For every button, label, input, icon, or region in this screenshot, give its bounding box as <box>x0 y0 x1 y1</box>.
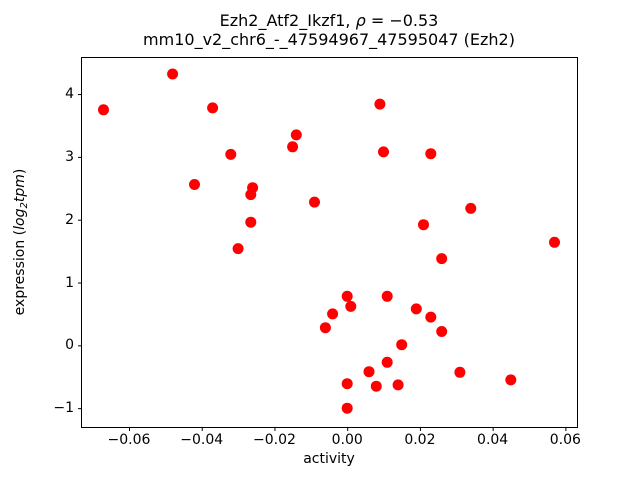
scatter-point <box>319 322 331 334</box>
scatter-point <box>505 374 517 386</box>
scatter-point <box>454 366 466 378</box>
title-rho-value: = −0.53 <box>365 11 439 30</box>
scatter-point <box>287 141 299 153</box>
ylabel-pre: expression ( <box>12 229 28 316</box>
x-tick-label: −0.06 <box>107 432 151 448</box>
scatter-point <box>245 216 257 228</box>
scatter-point <box>425 148 437 160</box>
scatter-point <box>381 356 393 368</box>
y-tick-label: 0 <box>65 337 74 354</box>
chart-title-line2: mm10_v2_chr6_-_47594967_47595047 (Ezh2) <box>143 30 515 49</box>
scatter-point <box>189 179 200 190</box>
scatter-point <box>167 68 179 80</box>
scatter-point <box>363 366 375 378</box>
y-tick-label: 3 <box>65 148 74 165</box>
ylabel-log: log <box>12 208 28 230</box>
scatter-point <box>465 202 477 214</box>
y-tick-label: −1 <box>53 400 74 417</box>
scatter-point <box>345 300 357 312</box>
scatter-point <box>436 253 448 265</box>
scatter-point <box>98 104 109 116</box>
x-axis-label: activity <box>303 451 355 467</box>
scatter-point <box>327 308 339 320</box>
scatter-point <box>370 380 382 392</box>
scatter-point <box>341 378 353 390</box>
scatter-point <box>341 290 353 302</box>
y-axis-label: expression (log2tpm) <box>12 169 30 316</box>
scatter-point <box>245 189 257 201</box>
scatter-point <box>410 303 422 315</box>
ylabel-sub: 2 <box>19 202 30 209</box>
scatter-point <box>374 98 386 110</box>
rho-symbol: ρ <box>355 11 366 30</box>
scatter-point <box>232 243 244 255</box>
x-tick-label: 0.04 <box>477 432 509 448</box>
scatter-point <box>436 326 448 337</box>
scatter-point <box>207 102 219 114</box>
ylabel-tpm: tpm <box>12 174 28 203</box>
chart-title-line1: Ezh2_Atf2_Ikzf1, ρ = −0.53 <box>81 11 577 30</box>
title-gene-names: Ezh2_Atf2_Ikzf1, <box>219 11 356 30</box>
scatter-point <box>341 402 353 414</box>
scatter-point <box>425 311 437 323</box>
y-tick-label: 1 <box>65 274 74 291</box>
chart-title: Ezh2_Atf2_Ikzf1, ρ = −0.53 mm10_v2_chr6_… <box>81 11 577 49</box>
scatter-point <box>290 129 302 141</box>
x-tick-label: −0.02 <box>253 432 296 448</box>
x-tick-label: 0.00 <box>331 432 363 448</box>
scatter-point <box>381 290 393 302</box>
scatter-point <box>418 219 429 231</box>
ylabel-post: ) <box>12 168 28 175</box>
x-tick-label: −0.04 <box>180 432 224 448</box>
scatter-point <box>392 379 404 391</box>
axes-frame <box>81 57 578 428</box>
scatter-point <box>378 146 389 158</box>
x-tick-label: 0.02 <box>404 432 436 448</box>
y-tick-label: 2 <box>65 211 74 228</box>
scatter-point <box>396 339 408 351</box>
x-tick-label: 0.06 <box>549 432 581 448</box>
scatter-point <box>549 236 560 248</box>
scatter-point <box>225 148 237 160</box>
scatter-point <box>309 196 320 208</box>
y-tick-label: 4 <box>65 86 74 103</box>
